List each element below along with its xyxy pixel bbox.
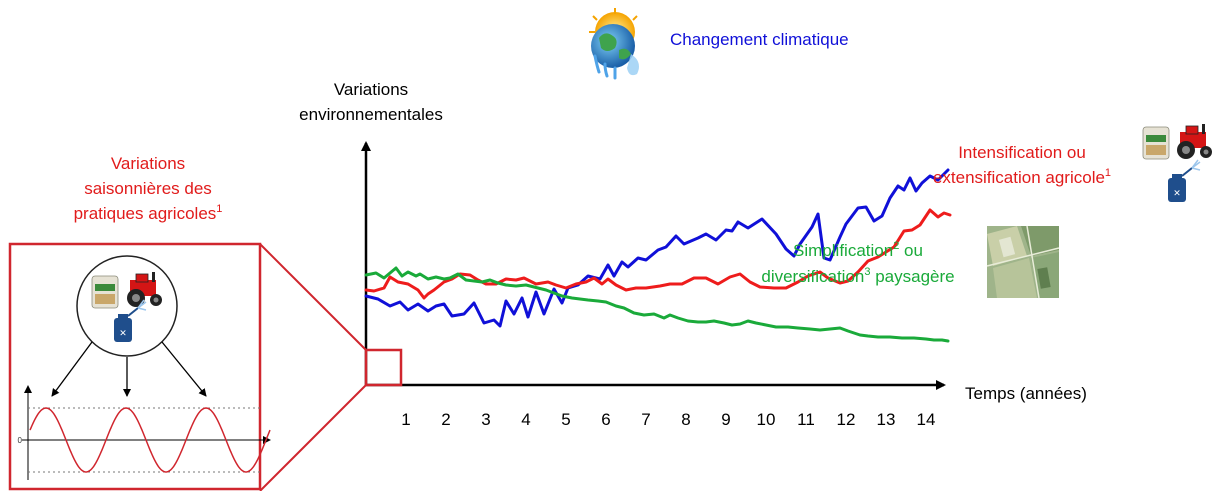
fertilizer-bag-icon	[91, 275, 119, 309]
tractor-icon	[1177, 124, 1212, 159]
intensification-label-line2: extensification agricole1	[933, 167, 1111, 187]
zoom-origin-box	[364, 348, 403, 387]
climate-change-label: Changement climatique	[670, 30, 849, 49]
seasonal-sine-wave	[29, 407, 271, 473]
y-axis-label-line2: environnementales	[299, 105, 443, 124]
series-lines	[364, 168, 952, 343]
seasonal-label-line2: saisonnières des	[84, 179, 212, 198]
fertilizer-bag-icon	[1142, 126, 1170, 160]
x-tick-label: 4	[521, 410, 530, 429]
series-climate-change	[364, 168, 950, 328]
x-tick-label: 3	[481, 410, 490, 429]
tractor-icon	[127, 272, 162, 307]
inset-y-zero-label: 0	[18, 436, 23, 445]
x-tick-label: 5	[561, 410, 570, 429]
landscape-label-d: paysagère	[871, 267, 955, 286]
landscape-label-sup2: 3	[864, 266, 870, 278]
series-landscape-simplification	[364, 266, 950, 343]
x-axis-label: Temps (années)	[965, 384, 1087, 403]
svg-text:✕: ✕	[119, 329, 127, 339]
series-agricultural-intensification	[364, 208, 952, 300]
x-tick-label: 9	[721, 410, 730, 429]
landscape-label-line2: diversification3 paysagère	[761, 266, 954, 286]
landscape-label-sup1: 2	[893, 240, 899, 252]
x-tick-label: 2	[441, 410, 450, 429]
x-tick-label: 10	[757, 410, 776, 429]
landscape-label-a: Simplification	[793, 241, 893, 260]
pesticide-sprayer-icon: ✕	[1168, 159, 1201, 202]
globe-climate-icon	[589, 8, 639, 80]
x-tick-label: 14	[917, 410, 936, 429]
x-tick-label: 8	[681, 410, 690, 429]
x-tick-label: 12	[837, 410, 856, 429]
landscape-label-b: ou	[899, 241, 923, 260]
x-tick-label: 7	[641, 410, 650, 429]
svg-text:✕: ✕	[1173, 189, 1181, 199]
pesticide-sprayer-icon: ✕	[114, 299, 147, 342]
seasonal-label-text: pratiques agricoles	[74, 204, 217, 223]
y-axis-label-line1: Variations	[334, 80, 408, 99]
intensification-label-line1: Intensification ou	[958, 143, 1086, 162]
x-tick-label: 13	[877, 410, 896, 429]
x-tick-label: 6	[601, 410, 610, 429]
seasonal-label-line1: Variations	[111, 154, 185, 173]
x-tick-labels: 1 2 3 4 5 6 7 8 9 10 11 12 13 14	[401, 410, 935, 429]
seasonal-label-sup: 1	[216, 203, 222, 215]
zoom-connector-top	[259, 243, 367, 351]
zoom-connector-bottom	[259, 384, 367, 491]
x-tick-label: 1	[401, 410, 410, 429]
landscape-label-c: diversification	[761, 267, 864, 286]
landscape-label-line1: Simplification2 ou	[793, 240, 923, 260]
inset-arrow-left	[51, 341, 93, 397]
intensification-label-sup: 1	[1105, 167, 1111, 179]
inset-arrow-right	[161, 341, 207, 397]
intensification-label-text: extensification agricole	[933, 168, 1105, 187]
aerial-landscape-icon	[986, 225, 1060, 299]
seasonal-label-line3: pratiques agricoles1	[74, 203, 223, 223]
x-tick-label: 11	[797, 410, 815, 429]
